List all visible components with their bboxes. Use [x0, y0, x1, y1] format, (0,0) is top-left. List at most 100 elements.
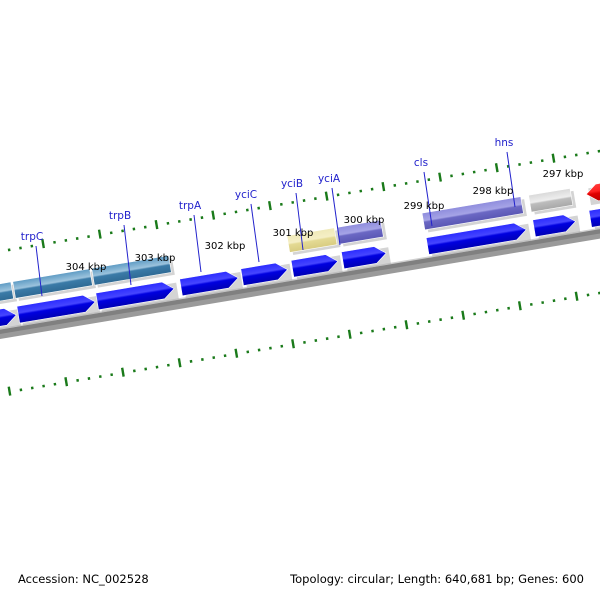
- ruler-minor-tick: [53, 240, 56, 244]
- gene-feature-arrow[interactable]: [16, 293, 97, 324]
- ruler-minor-tick: [109, 231, 113, 235]
- ruler-major-tick: [381, 182, 386, 192]
- feature-top-row[interactable]: [585, 174, 600, 206]
- genome-axis-line[interactable]: [0, 206, 600, 344]
- ruler-minor-tick: [280, 344, 284, 348]
- feature-bottom-row[interactable]: [290, 252, 343, 280]
- ruler-minor-tick: [269, 346, 272, 350]
- gene-label-trpB[interactable]: trpB: [109, 210, 131, 222]
- sequence-band[interactable]: [0, 123, 600, 405]
- ruler-minor-tick: [30, 244, 34, 248]
- feature-bottom-row[interactable]: [425, 221, 532, 258]
- ruler-minor-tick: [314, 339, 318, 342]
- gene-feature-box[interactable]: [588, 198, 600, 228]
- feature-top-row[interactable]: [12, 268, 96, 301]
- ruler-minor-tick: [416, 180, 419, 184]
- ruler-minor-tick: [166, 363, 170, 367]
- ruler-minor-tick: [144, 367, 148, 371]
- gene-label-yciC[interactable]: yciC: [235, 189, 257, 201]
- ruler-minor-tick: [597, 291, 600, 295]
- gene-feature-arrow[interactable]: [532, 213, 577, 238]
- gene-feature-box[interactable]: [91, 255, 172, 286]
- ruler-minor-tick: [132, 227, 136, 231]
- ruler-minor-tick: [121, 229, 124, 233]
- ruler-minor-tick: [302, 199, 306, 203]
- ruler-minor-tick: [143, 225, 147, 229]
- ruler-minor-tick: [155, 365, 159, 369]
- ruler-minor-tick: [19, 246, 22, 250]
- ruler-minor-tick: [450, 174, 453, 178]
- ruler-minor-tick: [87, 376, 91, 380]
- feature-bottom-row[interactable]: [240, 261, 293, 289]
- ruler-minor-tick: [245, 208, 249, 212]
- ruler-minor-tick: [495, 308, 499, 312]
- ruler-minor-tick: [348, 191, 351, 195]
- ruler-minor-tick: [529, 161, 533, 165]
- gene-feature-box[interactable]: [286, 227, 338, 253]
- feature-bottom-row[interactable]: [179, 269, 244, 299]
- gene-feature-arrow[interactable]: [240, 261, 289, 286]
- feature-bottom-row[interactable]: [16, 293, 101, 326]
- ruler-minor-tick: [507, 306, 511, 310]
- gene-feature-box[interactable]: [528, 188, 574, 213]
- ruler-minor-tick: [64, 238, 68, 242]
- feature-bottom-row[interactable]: [95, 280, 179, 313]
- ruler-major-tick: [404, 320, 409, 330]
- gene-feature-arrow[interactable]: [341, 245, 387, 270]
- bottom-mask: [0, 410, 600, 600]
- ruler-major-tick: [267, 201, 272, 211]
- gene-feature-arrow[interactable]: [95, 280, 176, 311]
- ruler-minor-tick: [234, 210, 238, 214]
- ruler-minor-tick: [223, 354, 227, 358]
- ruler-position-label: 297 kbp: [543, 169, 584, 180]
- ruler-position-label: 301 kbp: [273, 228, 314, 239]
- feature-top-row[interactable]: [0, 281, 18, 315]
- ruler-minor-tick: [200, 216, 204, 220]
- gene-feature-arrow[interactable]: [585, 174, 600, 202]
- feature-bottom-row[interactable]: [0, 306, 22, 339]
- gene-label-yciB[interactable]: yciB: [281, 178, 303, 190]
- feature-top-row[interactable]: [421, 196, 527, 233]
- ruler-minor-tick: [472, 170, 476, 174]
- gene-label-leader-line: [295, 192, 304, 251]
- ruler-minor-tick: [416, 321, 420, 325]
- feature-bottom-row[interactable]: [341, 244, 392, 272]
- gene-label-cls[interactable]: cls: [414, 157, 428, 169]
- ruler-minor-tick: [586, 151, 590, 155]
- gene-feature-arrow[interactable]: [0, 307, 18, 337]
- gene-feature-arrow[interactable]: [179, 269, 240, 297]
- gene-label-leader-line: [123, 224, 132, 286]
- gene-feature-arrow[interactable]: [290, 253, 339, 278]
- ruler-position-label: 298 kbp: [473, 186, 514, 197]
- gene-label-trpC[interactable]: trpC: [21, 231, 43, 243]
- ruler-major-tick: [211, 210, 216, 220]
- ruler-minor-tick: [87, 235, 90, 239]
- gene-label-yciA[interactable]: yciA: [318, 173, 341, 185]
- ruler-major-tick: [574, 291, 579, 301]
- feature-bottom-row[interactable]: [532, 213, 581, 240]
- gene-label-trpA[interactable]: trpA: [179, 200, 202, 212]
- feature-top-row[interactable]: [286, 227, 341, 255]
- ruler-minor-tick: [42, 384, 45, 388]
- gene-feature-arrow[interactable]: [425, 221, 527, 255]
- gene-feature-box[interactable]: [12, 268, 93, 299]
- ruler-minor-tick: [427, 178, 431, 182]
- ruler-minor-tick: [53, 382, 57, 386]
- ruler-minor-tick: [382, 327, 386, 331]
- gene-feature-box[interactable]: [0, 281, 14, 312]
- ruler-major-tick: [494, 163, 499, 173]
- ruler-minor-tick: [529, 302, 533, 306]
- genome-summary-status: Topology: circular; Length: 640,681 bp; …: [290, 572, 584, 586]
- gene-feature-box[interactable]: [421, 196, 524, 231]
- feature-top-row[interactable]: [528, 188, 577, 215]
- gene-label-hns[interactable]: hns: [495, 137, 514, 149]
- ruler-major-tick: [291, 339, 295, 349]
- feature-top-row[interactable]: [91, 255, 175, 288]
- feature-bottom-row[interactable]: [588, 198, 600, 231]
- ruler-minor-tick: [166, 221, 170, 225]
- feature-top-row[interactable]: [336, 219, 387, 247]
- ruler-minor-tick: [325, 337, 329, 341]
- ruler-minor-tick: [7, 248, 11, 252]
